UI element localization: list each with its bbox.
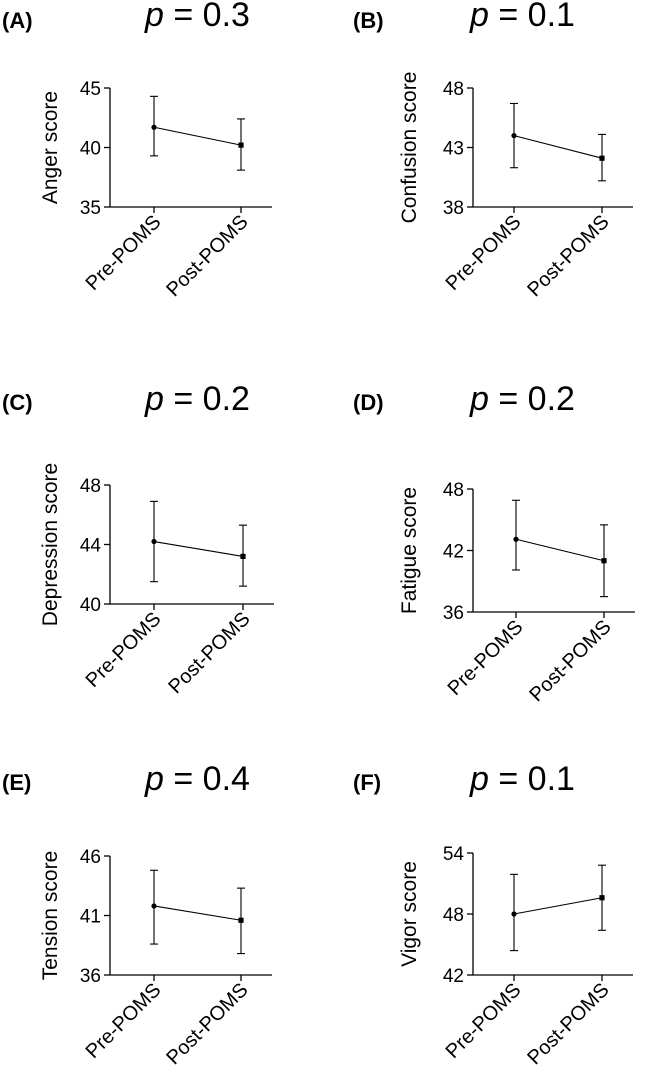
y-axis-title: Depression score: [39, 463, 62, 626]
p-value-text: = 0.4: [164, 760, 250, 798]
data-point: [511, 133, 517, 139]
p-value-label: p = 0.3: [144, 0, 250, 34]
data-point: [238, 917, 244, 923]
panel-label: (E): [2, 770, 31, 795]
y-axis-title: Vigor score: [398, 861, 421, 967]
y-tick-label: 48: [443, 480, 464, 501]
series-line: [153, 540, 244, 557]
panel-label: (F): [353, 770, 381, 795]
p-value-text: = 0.3: [164, 0, 250, 34]
p-symbol: p: [144, 760, 164, 798]
p-value-text: = 0.2: [489, 380, 575, 418]
y-axis-title: Tension score: [39, 851, 62, 981]
series-line: [513, 897, 603, 915]
data-point: [151, 903, 157, 909]
data-point: [511, 911, 517, 917]
p-symbol: p: [469, 380, 489, 418]
y-axis-title: Fatigue score: [398, 487, 421, 614]
x-tick-label: Post-POMS: [523, 979, 613, 1069]
data-point: [601, 558, 607, 564]
y-tick-label: 48: [443, 79, 464, 100]
y-tick-label: 46: [80, 847, 101, 868]
panel-label: (C): [2, 390, 33, 415]
y-tick-label: 36: [80, 966, 101, 987]
y-tick-label: 42: [443, 966, 464, 987]
p-value-label: p = 0.1: [469, 0, 575, 34]
series-line: [513, 135, 603, 159]
x-tick-label: Pre-POMS: [82, 608, 166, 692]
x-tick-label: Pre-POMS: [82, 979, 166, 1063]
series-line: [153, 126, 242, 146]
p-value-text: = 0.1: [489, 0, 575, 34]
y-tick-label: 45: [80, 79, 101, 100]
p-value-label: p = 0.4: [144, 760, 250, 798]
x-tick-label: Pre-POMS: [442, 979, 526, 1063]
x-tick-label: Post-POMS: [162, 979, 252, 1069]
p-symbol: p: [144, 0, 164, 34]
x-tick-label: Post-POMS: [164, 608, 254, 698]
x-tick-label: Pre-POMS: [442, 211, 526, 295]
p-symbol: p: [469, 760, 489, 798]
y-tick-label: 48: [443, 905, 464, 926]
p-value-label: p = 0.2: [144, 380, 250, 418]
y-tick-label: 42: [443, 542, 464, 563]
y-tick-label: 35: [80, 198, 101, 219]
y-tick-label: 43: [443, 139, 464, 160]
p-value-label: p = 0.1: [469, 760, 575, 798]
data-point: [513, 536, 519, 542]
panel-label: (B): [353, 8, 384, 33]
panel-label: (A): [2, 8, 33, 33]
p-value-label: p = 0.2: [469, 380, 575, 418]
p-value-text: = 0.2: [164, 380, 250, 418]
x-tick-label: Pre-POMS: [82, 211, 166, 295]
series-line: [153, 905, 242, 921]
y-tick-label: 40: [80, 139, 101, 160]
y-tick-label: 36: [443, 603, 464, 624]
series-line: [515, 538, 605, 562]
y-tick-label: 44: [80, 536, 102, 557]
y-tick-label: 38: [443, 198, 464, 219]
y-tick-label: 40: [80, 595, 101, 616]
panel-label: (D): [353, 390, 384, 415]
x-tick-label: Post-POMS: [523, 211, 613, 301]
p-value-text: = 0.1: [489, 760, 575, 798]
data-point: [599, 895, 605, 901]
y-tick-label: 41: [80, 907, 101, 928]
y-tick-label: 48: [80, 476, 101, 497]
p-symbol: p: [144, 380, 164, 418]
y-axis-title: Anger score: [39, 91, 62, 204]
p-symbol: p: [469, 0, 489, 34]
x-tick-label: Post-POMS: [162, 211, 252, 301]
data-point: [151, 124, 157, 130]
y-tick-label: 54: [443, 844, 465, 865]
x-tick-label: Post-POMS: [525, 616, 615, 706]
x-tick-label: Pre-POMS: [444, 616, 528, 700]
data-point: [240, 553, 246, 559]
data-point: [151, 538, 157, 545]
data-point: [599, 155, 605, 161]
y-axis-title: Confusion score: [398, 72, 421, 224]
data-point: [238, 142, 244, 148]
